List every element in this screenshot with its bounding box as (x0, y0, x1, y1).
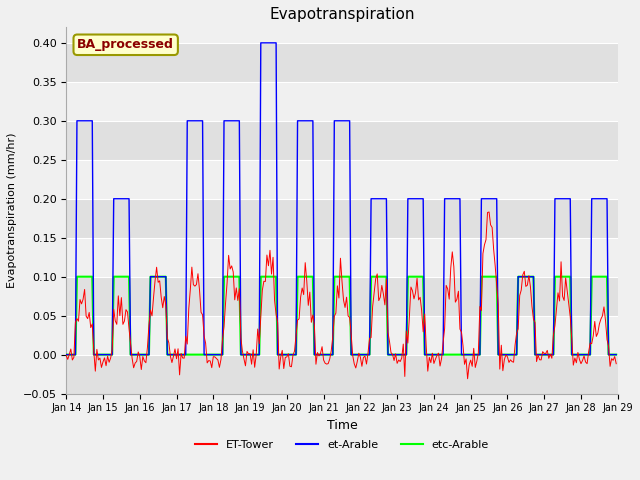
Bar (66, 316, 618, 355)
Bar (66, 160, 618, 199)
X-axis label: Time: Time (326, 419, 357, 432)
Bar (66, 276, 618, 316)
Title: Evapotranspiration: Evapotranspiration (269, 7, 415, 22)
Y-axis label: Evapotranspiration (mm/hr): Evapotranspiration (mm/hr) (7, 132, 17, 288)
Legend: ET-Tower, et-Arable, etc-Arable: ET-Tower, et-Arable, etc-Arable (191, 435, 493, 454)
Bar (66, 121, 618, 160)
Bar (66, 82, 618, 121)
Text: BA_processed: BA_processed (77, 38, 174, 51)
Bar (66, 238, 618, 276)
Bar (66, 199, 618, 238)
Bar (66, 355, 618, 394)
Bar (66, 43, 618, 82)
